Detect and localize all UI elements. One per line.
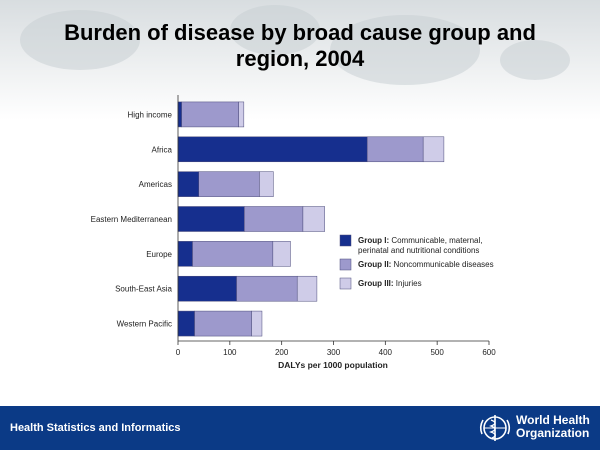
bar-eastern-mediterranean-group-3 — [302, 206, 325, 232]
bar-south-east-asia-group-1 — [177, 275, 237, 302]
legend: Group I: Communicable, maternal,perinata… — [339, 234, 494, 290]
bar-western-pacific-group-3 — [251, 310, 263, 337]
x-tick-label: 100 — [223, 348, 237, 357]
bars-layer — [177, 101, 445, 337]
y-tick-label: High income — [128, 110, 173, 119]
title-line-2: region, 2004 — [235, 46, 365, 71]
bar-western-pacific-group-2 — [194, 310, 252, 337]
y-tick-label: Western Pacific — [117, 320, 172, 329]
background-world-map — [0, 0, 600, 120]
x-tick-label: 300 — [327, 348, 341, 357]
x-tick-label: 600 — [482, 348, 496, 357]
bar-south-east-asia-group-3 — [296, 275, 318, 302]
bar-europe-group-3 — [272, 241, 291, 267]
legend-swatch-group-2 — [339, 258, 352, 271]
legend-swatch-group-3 — [339, 277, 352, 290]
bar-high-income-group-3 — [238, 101, 245, 128]
legend-label-group-1-line-2: perinatal and nutritional conditions — [358, 246, 479, 255]
bar-africa-group-1 — [177, 136, 368, 163]
bar-eastern-mediterranean-group-1 — [177, 206, 245, 232]
who-wordmark-line-1: World Health — [516, 413, 590, 427]
who-wordmark: World Health Organization — [516, 414, 590, 440]
title-line-1: Burden of disease by broad cause group a… — [64, 20, 536, 45]
who-wordmark-line-2: Organization — [516, 426, 590, 440]
x-tick-label: 500 — [430, 348, 444, 357]
bar-europe-group-2 — [192, 241, 274, 267]
y-tick-label: South-East Asia — [115, 285, 172, 294]
y-tick-label: Eastern Mediterranean — [91, 215, 172, 224]
legend-swatch-group-1 — [339, 234, 352, 247]
bar-western-pacific-group-1 — [177, 310, 195, 337]
bar-high-income-group-2 — [181, 101, 239, 128]
x-axis: 0 100 200 300 400 500 600 — [176, 340, 496, 357]
y-tick-label: Americas — [139, 180, 172, 189]
who-emblem-icon — [479, 415, 511, 441]
bar-eastern-mediterranean-group-2 — [244, 206, 304, 232]
page-title: Burden of disease by broad cause group a… — [40, 20, 560, 72]
legend-label-group-3: Group III: Injuries — [358, 279, 422, 288]
bar-high-income-group-1 — [177, 101, 182, 128]
x-tick-label: 0 — [176, 348, 181, 357]
y-tick-label: Africa — [152, 145, 173, 154]
legend-label-group-2: Group II: Noncommunicable diseases — [358, 260, 494, 269]
y-axis: High income Africa Americas Eastern Mediter… — [91, 95, 179, 341]
stacked-bar-chart: High income Africa Americas Eastern Mediter… — [91, 95, 496, 370]
x-tick-label: 400 — [379, 348, 393, 357]
bar-americas-group-1 — [177, 171, 199, 197]
x-axis-label: DALYs per 1000 population — [278, 360, 388, 370]
bar-africa-group-3 — [422, 136, 445, 163]
y-tick-label: Europe — [146, 250, 172, 259]
legend-label-group-1: Group I: Communicable, maternal, — [358, 236, 482, 245]
x-tick-label: 200 — [275, 348, 289, 357]
bar-south-east-asia-group-2 — [236, 275, 298, 302]
footer-text: Health Statistics and Informatics — [10, 422, 181, 434]
bar-europe-group-1 — [177, 241, 193, 267]
bar-americas-group-3 — [259, 171, 274, 197]
bar-africa-group-2 — [366, 136, 424, 163]
bar-americas-group-2 — [198, 171, 260, 197]
